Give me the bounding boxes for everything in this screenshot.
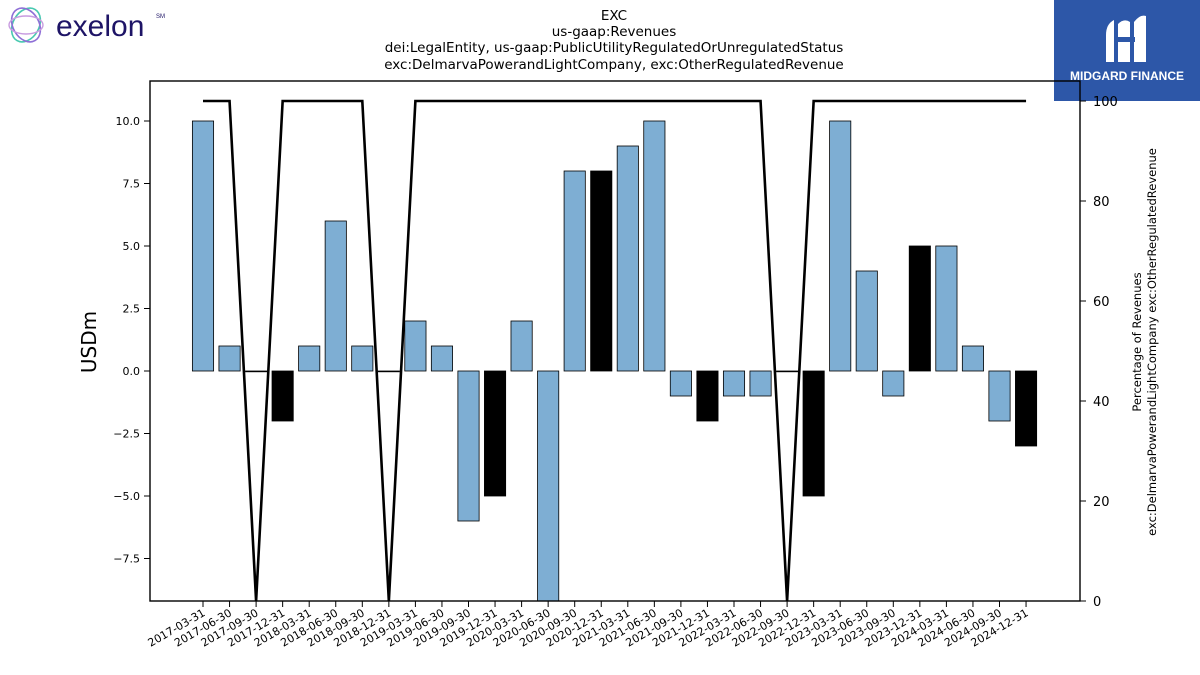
chart-title-line-3: dei:LegalEntity, us-gaap:PublicUtilityRe… [385,40,844,56]
y2-axis-label-line-2: exc:DelmarvaPowerandLightCompany exc:Oth… [1145,148,1159,536]
bar-2023-06-30 [855,270,878,372]
bar-2024-12-31 [1015,370,1038,447]
midgard-logo: MIDGARD FINANCE [1054,0,1200,101]
y2-tick-label: 100 [1093,95,1118,110]
chart-title: EXC us-gaap:Revenues dei:LegalEntity, us… [384,8,844,73]
bar-2023-03-31 [829,120,852,372]
bar-2021-06-30 [643,120,666,372]
bar-2020-03-31 [510,320,533,372]
bars-layer [191,120,1038,602]
y-tick-label: −5.0 [113,490,140,503]
bar-2018-09-30 [351,345,374,372]
x-axis: 2017-03-312017-06-302017-09-302017-12-31… [146,601,1031,650]
y2-axis-label-line-1: Percentage of Revenues [1130,272,1144,411]
bar-2022-06-30 [749,370,772,397]
bar-2017-12-31 [271,370,294,422]
exelon-wordmark: exelon [56,10,144,43]
percentage-line [203,99,1027,602]
bar-2024-06-30 [961,345,984,372]
bar-2018-03-31 [298,345,321,372]
y-tick-label: −7.5 [113,553,140,566]
y2-tick-label: 60 [1093,295,1110,310]
y-tick-label: −2.5 [113,428,140,441]
bar-2023-12-31 [908,245,931,372]
percentage-line-layer [203,99,1027,602]
bar-2024-09-30 [988,370,1011,422]
chart-title-line-1: EXC [601,8,627,24]
bar-2022-12-31 [802,370,825,497]
bar-2021-09-30 [669,370,692,397]
y2-tick-label: 0 [1093,595,1101,610]
chart-title-line-4: exc:DelmarvaPowerandLightCompany, exc:Ot… [384,57,844,73]
y2-tick-label: 20 [1093,495,1110,510]
exelon-swirl-icon [8,7,44,43]
bar-2019-12-31 [484,370,507,497]
bar-2018-06-30 [324,220,347,372]
service-mark: SM [156,14,165,20]
y-axis-left: −7.5 −5.0 −2.5 0.0 2.5 5.0 7.5 10.0 [113,115,150,566]
y-tick-label: 7.5 [123,178,141,191]
y-axis-right: 0 20 40 60 80 100 [1080,95,1118,610]
bar-2019-09-30 [457,370,480,522]
bar-2023-09-30 [882,370,905,397]
bar-2020-12-31 [590,170,613,372]
y-axis-label: USDm [77,311,101,373]
chart-title-line-2: us-gaap:Revenues [552,24,677,40]
bar-2019-06-30 [430,345,453,372]
bar-2020-06-30 [537,370,560,602]
y2-tick-label: 80 [1093,195,1110,210]
exelon-logo: exelon SM [8,7,165,43]
bar-2019-03-31 [404,320,427,372]
bar-2017-06-30 [218,345,241,372]
midgard-wordmark: MIDGARD FINANCE [1070,69,1184,83]
y-tick-label: 0.0 [123,365,141,378]
bar-2024-03-31 [935,245,958,372]
y-tick-label: 2.5 [123,303,141,316]
bar-2022-03-31 [722,370,746,397]
y-tick-label: 5.0 [123,240,141,253]
bar-2020-09-30 [563,170,586,372]
bar-2021-12-31 [696,370,719,422]
bar-2017-03-31 [191,120,215,372]
y-tick-label: 10.0 [116,115,141,128]
bar-2021-03-31 [616,145,639,372]
midgard-emblem-icon [1106,15,1146,63]
bar-2018-12-31 [377,370,400,373]
bar-2017-09-30 [245,370,268,373]
bar-2022-09-30 [776,370,799,373]
y2-tick-label: 40 [1093,395,1110,410]
plot-frame [149,80,1081,602]
